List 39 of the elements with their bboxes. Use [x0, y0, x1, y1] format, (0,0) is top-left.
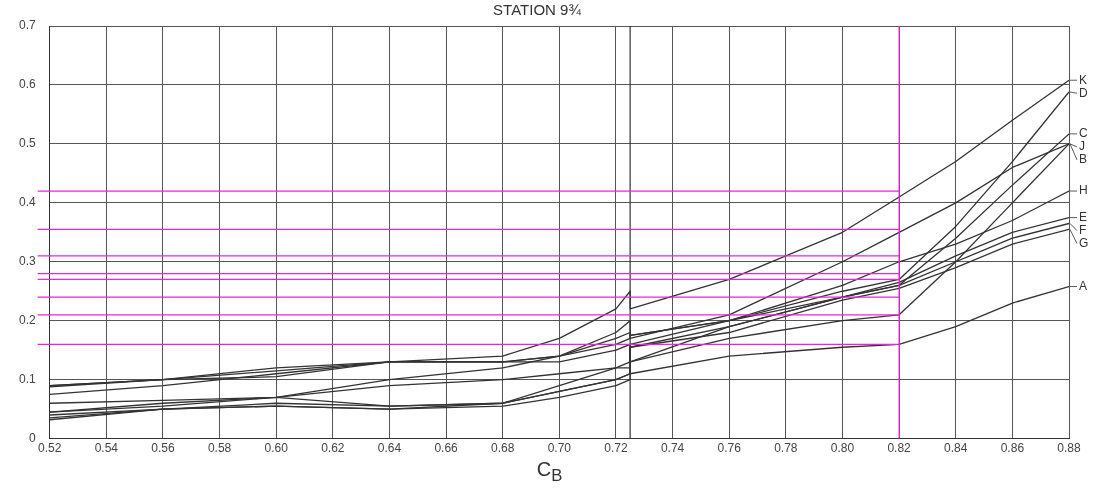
legend-label: E	[1079, 209, 1088, 224]
y-tick-label: 0	[28, 430, 36, 445]
x-tick-label: 0.54	[94, 441, 119, 456]
x-tick-label: 0.86	[1000, 441, 1025, 456]
x-tick-label: 0.66	[434, 441, 459, 456]
y-tick-label: 0.2	[18, 313, 36, 328]
x-axis-title: C$_{B}$	[535, 458, 564, 486]
x-tick-label: 0.52	[38, 441, 62, 456]
legend-label: C	[1079, 126, 1088, 141]
legend-label: F	[1079, 222, 1087, 237]
y-tick-label: 0.6	[18, 77, 36, 92]
x-tick-label: 0.76	[717, 441, 742, 456]
y-tick-label: 0.1	[18, 371, 36, 386]
x-tick-label: 0.64	[377, 441, 402, 456]
x-tick-label: 0.78	[774, 441, 798, 456]
series-label: G	[1079, 235, 1089, 250]
x-tick-label: 0.88	[1057, 441, 1081, 456]
y-tick-label: 0.7	[18, 18, 36, 33]
x-tick-label: 0.58	[207, 441, 232, 456]
x-tick-label: 0.82	[887, 441, 912, 456]
x-tick-label: 0.56	[151, 441, 175, 456]
x-tick-label: 0.62	[321, 441, 345, 456]
x-tick-label: 0.72	[604, 441, 628, 456]
y-tick-label: 0.4	[18, 195, 36, 210]
legend-label: K	[1079, 72, 1088, 87]
x-tick-label: 0.70	[547, 441, 572, 456]
x-tick-label: 0.74	[660, 441, 685, 456]
chart-title: STATION 9¾	[493, 1, 582, 19]
legend-label: A	[1079, 278, 1088, 293]
x-tick-label: 0.68	[491, 441, 515, 456]
x-tick-label: 0.60	[264, 441, 289, 456]
legend-label: D	[1079, 85, 1088, 100]
x-tick-label: 0.84	[944, 441, 968, 456]
y-tick-label: 0.5	[18, 136, 36, 151]
x-tick-label: 0.80	[830, 441, 855, 456]
legend-label: H	[1079, 183, 1088, 198]
y-tick-label: 0.3	[18, 254, 36, 269]
series-label: B	[1079, 152, 1088, 167]
legend-label: J	[1079, 139, 1085, 154]
